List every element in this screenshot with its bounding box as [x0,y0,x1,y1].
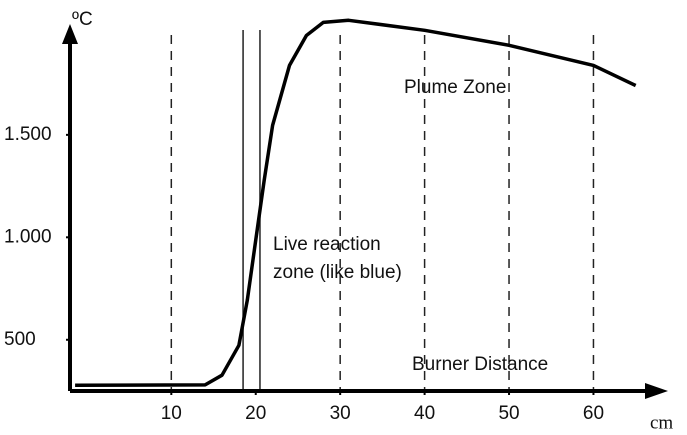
annotation: zone (like blue) [273,262,402,283]
x-tick-label: 30 [330,403,351,424]
x-tick-label: 20 [245,403,266,424]
y-tick-label: 1.500 [4,124,52,145]
temperature-curve [75,18,637,388]
x-axis-arrow [645,383,668,399]
x-tick-label: 40 [414,403,435,424]
y-axis-arrow [62,24,78,44]
y-unit: ºC [72,9,93,30]
x-tick-label: 50 [498,403,519,424]
annotation: Plume Zone [404,77,506,98]
x-unit: cm [650,412,673,433]
annotation: Live reaction [273,234,381,255]
x-tick-label: 60 [583,403,604,424]
annotation: Burner Distance [412,354,548,375]
y-tick-label: 500 [4,329,36,350]
y-tick-label: 1.000 [4,226,52,247]
x-tick-label: 10 [161,403,182,424]
